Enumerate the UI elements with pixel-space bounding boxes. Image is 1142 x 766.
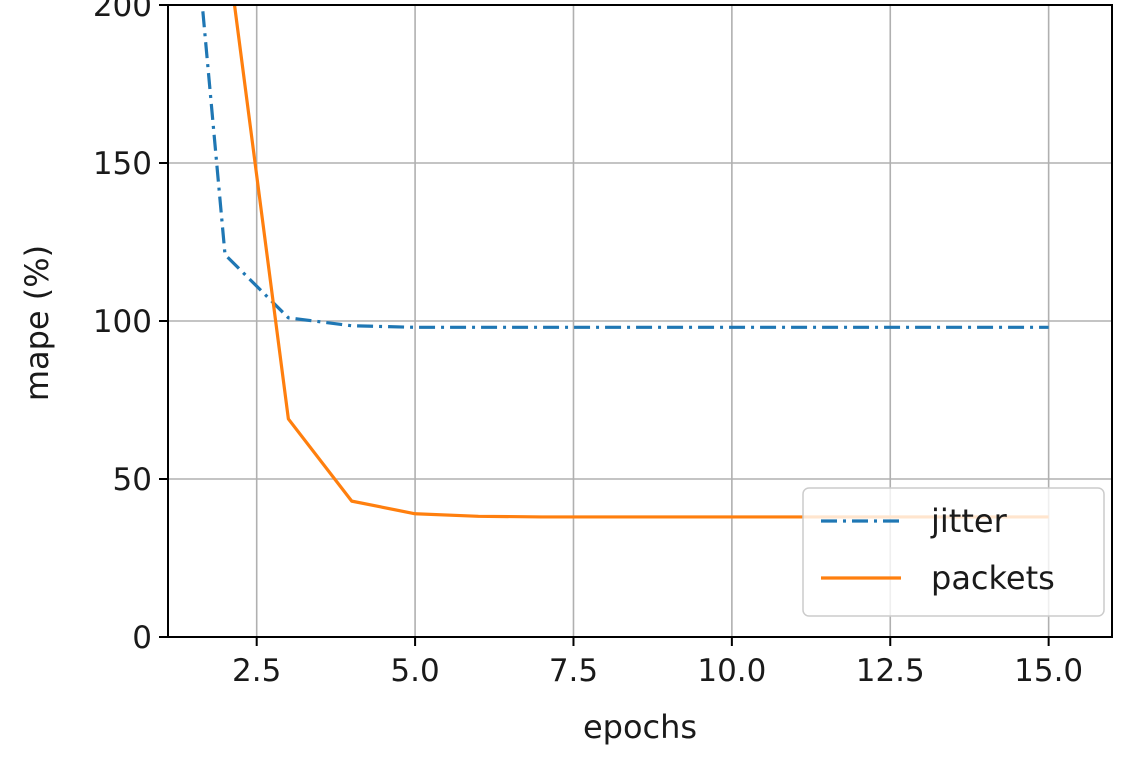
- y-tick-label: 50: [113, 462, 152, 498]
- legend-box: [802, 487, 1105, 617]
- series-line-packets: [232, 4, 1049, 519]
- x-tick-label: 5.0: [390, 653, 439, 689]
- legend-items: jitter packets: [821, 502, 1055, 597]
- y-axis-label: mape (%): [18, 245, 56, 401]
- x-tick-label: 7.5: [549, 653, 598, 689]
- y-tick-label: 0: [132, 620, 152, 656]
- x-axis-label: epochs: [583, 708, 697, 746]
- y-tick-label: 100: [93, 304, 152, 340]
- x-tick-label: 2.5: [232, 653, 281, 689]
- x-tick-label: 12.5: [856, 653, 925, 689]
- legend: jitter packets: [802, 487, 1105, 617]
- x-tick-label: 10.0: [697, 653, 766, 689]
- axis-ticks: 2.5 5.0 7.5 10.0 12.5 15.0 0 50 100 150 200: [93, 0, 1083, 689]
- series-line-jitter: [201, 11, 1049, 329]
- legend-label-jitter: jitter: [930, 502, 1008, 540]
- legend-label-packets: packets: [931, 559, 1055, 597]
- x-tick-label: 15.0: [1014, 653, 1083, 689]
- y-tick-label: 200: [93, 0, 152, 24]
- plot-series: [201, 4, 1049, 519]
- y-tick-label: 150: [93, 146, 152, 182]
